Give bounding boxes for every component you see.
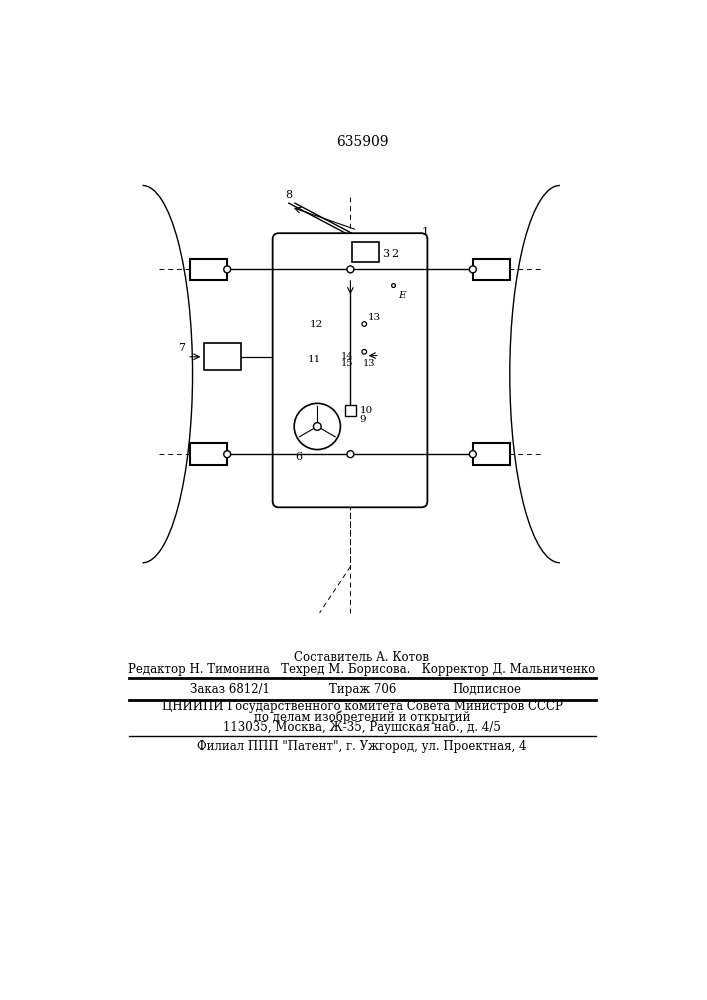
Text: ЦНИИПИ Государственного комитета Совета Министров СССР: ЦНИИПИ Государственного комитета Совета … xyxy=(161,700,562,713)
Text: 3: 3 xyxy=(382,249,389,259)
Text: 14: 14 xyxy=(341,352,354,361)
Circle shape xyxy=(223,266,230,273)
Text: 12: 12 xyxy=(310,320,324,329)
Text: Филиал ППП "Патент", г. Ужгород, ул. Проектная, 4: Филиал ППП "Патент", г. Ужгород, ул. Про… xyxy=(197,740,527,753)
Text: 13: 13 xyxy=(363,359,375,368)
Text: Подписное: Подписное xyxy=(452,683,521,696)
Text: Составитель А. Котов: Составитель А. Котов xyxy=(294,651,429,664)
Text: 4: 4 xyxy=(219,352,226,362)
Circle shape xyxy=(469,266,477,273)
Text: 635909: 635909 xyxy=(336,135,388,149)
Text: 7: 7 xyxy=(178,343,185,353)
Text: 9: 9 xyxy=(360,415,366,424)
Circle shape xyxy=(223,451,230,458)
Text: 13: 13 xyxy=(368,313,381,322)
Circle shape xyxy=(469,451,477,458)
Text: 11: 11 xyxy=(308,355,321,364)
Circle shape xyxy=(347,266,354,273)
Circle shape xyxy=(347,451,354,458)
Text: Редактор Н. Тимонина   Техред М. Борисова.   Корректор Д. Мальниченко: Редактор Н. Тимонина Техред М. Борисова.… xyxy=(129,663,595,676)
Circle shape xyxy=(313,423,321,430)
Circle shape xyxy=(362,349,366,354)
Circle shape xyxy=(294,403,340,450)
Text: Заказ 6812/1: Заказ 6812/1 xyxy=(190,683,270,696)
FancyBboxPatch shape xyxy=(273,233,428,507)
Text: 10: 10 xyxy=(360,406,373,415)
Bar xyxy=(473,443,510,465)
Circle shape xyxy=(362,322,366,326)
Bar xyxy=(345,405,356,416)
Bar xyxy=(204,343,241,370)
Text: 5: 5 xyxy=(192,449,199,459)
Bar xyxy=(190,259,227,280)
Text: 15: 15 xyxy=(341,359,354,368)
Bar xyxy=(473,259,510,280)
Circle shape xyxy=(392,284,395,287)
Text: 1: 1 xyxy=(421,227,428,237)
Bar xyxy=(190,443,227,465)
Text: 113035, Москва, Ж-35, Раушская наб., д. 4/5: 113035, Москва, Ж-35, Раушская наб., д. … xyxy=(223,720,501,734)
Text: по делам изобретений и открытий: по делам изобретений и открытий xyxy=(254,710,470,724)
Text: E: E xyxy=(398,291,406,300)
Text: Тираж 706: Тираж 706 xyxy=(329,683,396,696)
Bar xyxy=(352,242,379,262)
Text: 2: 2 xyxy=(391,249,398,259)
Text: 6: 6 xyxy=(296,452,303,462)
Text: 8: 8 xyxy=(285,190,292,200)
